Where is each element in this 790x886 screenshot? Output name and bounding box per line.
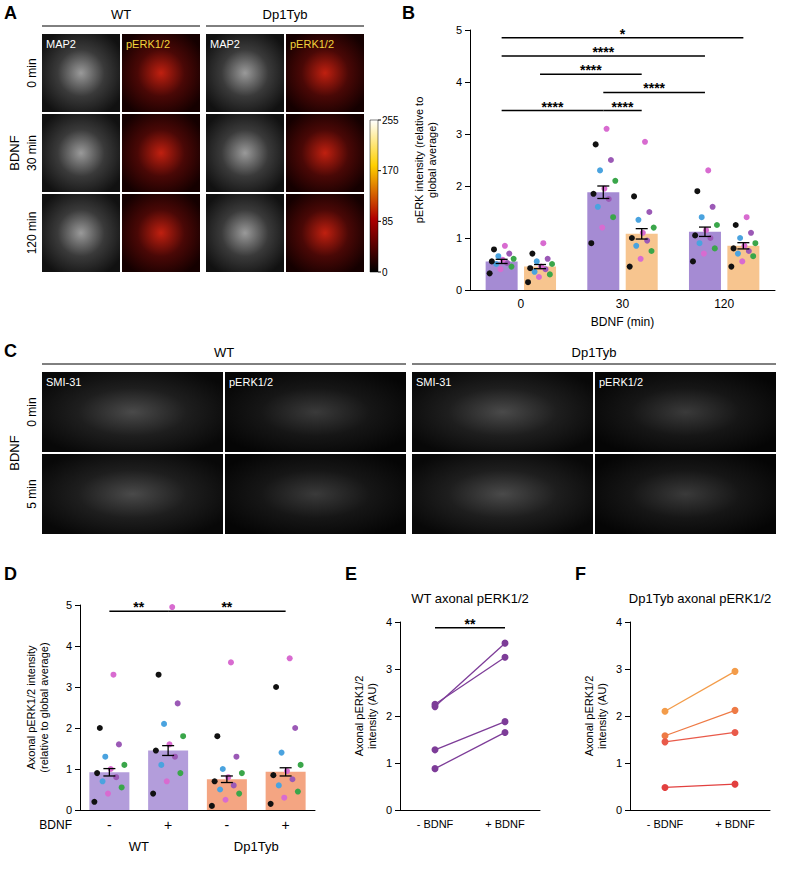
svg-text:2: 2 xyxy=(66,722,72,734)
svg-text:****: **** xyxy=(580,62,602,78)
svg-text:WT: WT xyxy=(129,839,149,854)
svg-text:MAP2: MAP2 xyxy=(210,38,240,50)
svg-text:- BDNF: - BDNF xyxy=(647,818,684,830)
svg-text:2: 2 xyxy=(456,180,462,192)
svg-text:pERK1/2: pERK1/2 xyxy=(290,38,334,50)
svg-text:4: 4 xyxy=(386,616,392,628)
svg-text:2: 2 xyxy=(386,710,392,722)
svg-text:255: 255 xyxy=(382,115,399,126)
svg-text:Dp1Tyb axonal pERK1/2: Dp1Tyb axonal pERK1/2 xyxy=(629,591,771,606)
svg-text:BDNF: BDNF xyxy=(39,818,72,832)
svg-text:Dp1Tyb: Dp1Tyb xyxy=(572,345,617,360)
svg-text:1: 1 xyxy=(66,763,72,775)
svg-text:pERK1/2: pERK1/2 xyxy=(599,376,643,388)
svg-text:A: A xyxy=(4,3,17,23)
svg-text:WT: WT xyxy=(214,345,234,360)
svg-text:**: ** xyxy=(465,616,476,632)
svg-text:+: + xyxy=(164,817,172,833)
svg-text:WT: WT xyxy=(111,7,131,22)
svg-text:+ BDNF: + BDNF xyxy=(485,818,525,830)
svg-text:global average): global average) xyxy=(426,122,438,198)
svg-text:170: 170 xyxy=(382,165,399,176)
svg-text:1: 1 xyxy=(386,757,392,769)
svg-text:BDNF (min): BDNF (min) xyxy=(591,315,654,329)
svg-text:3: 3 xyxy=(66,681,72,693)
svg-text:0 min: 0 min xyxy=(25,58,39,87)
svg-text:Dp1Tyb: Dp1Tyb xyxy=(263,7,308,22)
svg-text:2: 2 xyxy=(616,710,622,722)
svg-text:**: ** xyxy=(221,599,232,615)
svg-text:pERK intensity (relative to: pERK intensity (relative to xyxy=(413,97,425,224)
svg-text:0: 0 xyxy=(616,804,622,816)
svg-text:4: 4 xyxy=(616,616,622,628)
svg-text:3: 3 xyxy=(616,663,622,675)
svg-text:0 min: 0 min xyxy=(25,397,39,426)
svg-text:4: 4 xyxy=(66,640,72,652)
svg-text:BDNF: BDNF xyxy=(7,435,22,470)
svg-text:E: E xyxy=(345,564,357,584)
svg-text:30 min: 30 min xyxy=(25,135,39,171)
svg-text:*: * xyxy=(620,26,626,42)
svg-text:Axonal pERK1/2: Axonal pERK1/2 xyxy=(353,676,365,757)
svg-text:intensity (AU): intensity (AU) xyxy=(596,683,608,749)
svg-text:****: **** xyxy=(643,80,665,96)
svg-text:3: 3 xyxy=(386,663,392,675)
svg-text:1: 1 xyxy=(456,232,462,244)
svg-text:0: 0 xyxy=(382,267,388,278)
svg-text:C: C xyxy=(4,341,17,361)
svg-text:30: 30 xyxy=(616,297,630,311)
svg-text:MAP2: MAP2 xyxy=(46,38,76,50)
svg-text:-: - xyxy=(107,817,112,833)
svg-text:0: 0 xyxy=(66,804,72,816)
svg-text:B: B xyxy=(402,3,415,23)
svg-text:BDNF: BDNF xyxy=(7,135,22,170)
svg-text:D: D xyxy=(4,564,17,584)
svg-text:120 min: 120 min xyxy=(25,212,39,255)
svg-text:**: ** xyxy=(133,599,144,615)
svg-text:+ BDNF: + BDNF xyxy=(715,818,755,830)
svg-text:(relative to global average): (relative to global average) xyxy=(38,642,50,772)
svg-text:SMI-31: SMI-31 xyxy=(46,376,81,388)
svg-text:SMI-31: SMI-31 xyxy=(416,376,451,388)
svg-text:pERK1/2: pERK1/2 xyxy=(126,38,170,50)
svg-text:- BDNF: - BDNF xyxy=(417,818,454,830)
svg-text:Axonal pERK1/2 intensity: Axonal pERK1/2 intensity xyxy=(25,645,37,770)
svg-text:5: 5 xyxy=(66,599,72,611)
svg-text:WT axonal pERK1/2: WT axonal pERK1/2 xyxy=(411,591,529,606)
svg-text:-: - xyxy=(225,817,230,833)
svg-text:intensity (AU): intensity (AU) xyxy=(366,683,378,749)
svg-text:0: 0 xyxy=(517,297,524,311)
svg-text:3: 3 xyxy=(456,128,462,140)
svg-text:Axonal pERK1/2: Axonal pERK1/2 xyxy=(583,676,595,757)
svg-text:5: 5 xyxy=(456,24,462,36)
svg-text:pERK1/2: pERK1/2 xyxy=(229,376,273,388)
svg-text:+: + xyxy=(282,817,290,833)
svg-text:F: F xyxy=(575,564,586,584)
svg-text:****: **** xyxy=(612,99,634,115)
svg-text:0: 0 xyxy=(456,284,462,296)
svg-text:0: 0 xyxy=(386,804,392,816)
svg-text:****: **** xyxy=(542,99,564,115)
svg-text:85: 85 xyxy=(382,216,394,227)
svg-text:1: 1 xyxy=(616,757,622,769)
svg-text:****: **** xyxy=(592,44,614,60)
svg-text:5 min: 5 min xyxy=(25,479,39,508)
svg-text:Dp1Tyb: Dp1Tyb xyxy=(234,839,279,854)
svg-text:4: 4 xyxy=(456,76,462,88)
svg-text:120: 120 xyxy=(714,297,734,311)
